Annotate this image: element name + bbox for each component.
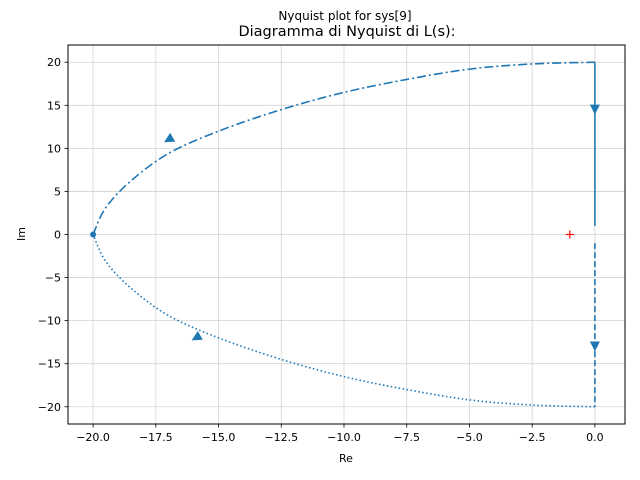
x-tick-label: −10.0	[327, 431, 361, 444]
x-tick-label: −15.0	[202, 431, 236, 444]
nyquist-curve-dashdot	[92, 61, 595, 235]
direction-arrow	[191, 331, 203, 341]
y-tick-label: 10	[47, 142, 61, 155]
y-tick-label: 15	[47, 99, 61, 112]
x-tick-label: −20.0	[76, 431, 110, 444]
x-tick-label: −17.5	[139, 431, 173, 444]
critical-point-marker	[565, 230, 574, 239]
y-tick-label: 5	[54, 185, 61, 198]
x-tick-label: −12.5	[264, 431, 298, 444]
y-tick-label: 20	[47, 56, 61, 69]
direction-arrow	[164, 132, 176, 143]
x-tick-label: 0.0	[586, 431, 604, 444]
chart-title: Diagramma di Nyquist di L(s):	[238, 24, 455, 40]
y-tick-label: −20	[38, 401, 61, 414]
figure-suptitle: Nyquist plot for sys[9]	[278, 9, 411, 23]
plot-area	[90, 61, 600, 408]
x-tick-label: −2.5	[519, 431, 546, 444]
y-tick-label: −5	[45, 272, 61, 285]
x-tick-label: −5.0	[456, 431, 483, 444]
axis-ticks: −20.0 −17.5 −15.0 −12.5 −10.0 −7.5 −5.0 −2.5 0.0…	[38, 56, 604, 444]
y-tick-label: 0	[54, 229, 61, 242]
start-point-marker	[90, 231, 97, 238]
x-axis-label: Re	[339, 452, 353, 465]
y-tick-label: −10	[38, 315, 61, 328]
y-axis-label: Im	[15, 227, 28, 241]
x-tick-label: −7.5	[393, 431, 420, 444]
direction-arrow	[589, 341, 600, 352]
direction-arrow	[589, 104, 600, 115]
y-tick-label: −15	[38, 358, 61, 371]
grid-lines	[68, 45, 625, 424]
